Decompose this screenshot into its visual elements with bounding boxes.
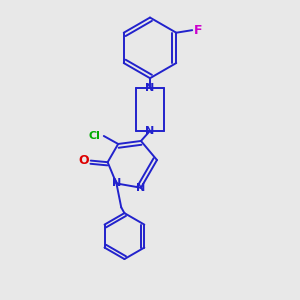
- Text: N: N: [146, 83, 154, 93]
- Text: Cl: Cl: [89, 131, 101, 141]
- Text: N: N: [146, 126, 154, 136]
- Text: N: N: [112, 178, 121, 188]
- Text: N: N: [136, 183, 146, 193]
- Text: F: F: [194, 24, 202, 37]
- Text: O: O: [78, 154, 89, 167]
